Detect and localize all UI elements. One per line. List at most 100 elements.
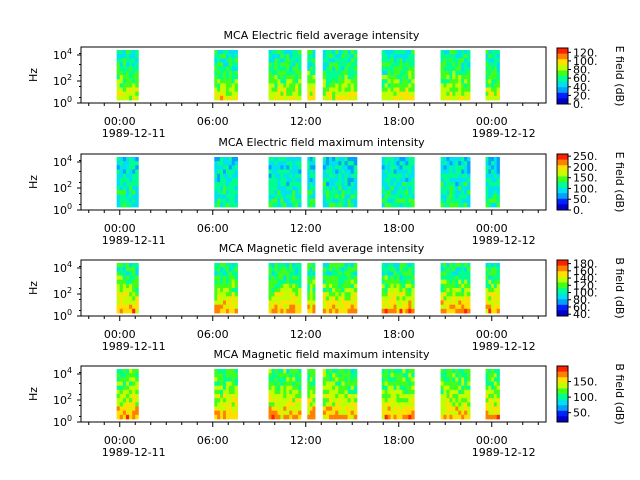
spectrogram-cell — [309, 190, 313, 195]
spectrogram-cell — [280, 87, 284, 93]
spectrogram-cell — [496, 173, 500, 179]
spectrogram-cell — [268, 87, 272, 93]
spectrogram-cell — [231, 300, 236, 306]
spectrogram-cell — [292, 296, 296, 301]
spectrogram-cell — [274, 95, 278, 101]
spectrogram-cell — [225, 62, 230, 68]
spectrogram-cell — [458, 194, 462, 200]
spectrogram-cell — [396, 275, 400, 281]
spectrogram-cell — [116, 414, 121, 420]
spectrogram-cell — [135, 54, 139, 59]
spectrogram-cell — [119, 263, 124, 268]
spectrogram-cell — [325, 304, 330, 310]
spectrogram-cell — [217, 87, 221, 93]
spectrogram-cell — [405, 402, 409, 407]
spectrogram-cell — [335, 398, 339, 403]
spectrogram-cell — [350, 296, 355, 301]
spectrogram-cell — [286, 54, 290, 59]
spectrogram-cell — [231, 186, 236, 191]
spectrogram-cell — [396, 271, 400, 276]
y-tick-base: 10 — [53, 416, 67, 429]
colorbar-tick-label: 80. — [573, 294, 591, 307]
spectrogram-cell — [446, 275, 450, 281]
spectrogram-cell — [464, 377, 468, 382]
spectrogram-cell — [411, 283, 415, 289]
spectrogram-cell — [307, 194, 311, 200]
spectrogram-cell — [231, 83, 236, 88]
colorbar-segment — [557, 87, 568, 89]
spectrogram-cell — [335, 87, 339, 93]
colorbar-segment — [557, 57, 568, 60]
spectrogram-cell — [446, 54, 450, 59]
spectrogram-cell — [464, 91, 468, 97]
spectrogram-cell — [405, 58, 409, 63]
spectrogram-cell — [295, 62, 299, 68]
spectrogram-cell — [292, 173, 296, 179]
spectrogram-cell — [286, 288, 290, 293]
spectrogram-cell — [119, 394, 124, 399]
spectrogram-cell — [452, 173, 456, 179]
spectrogram-cell — [461, 394, 465, 399]
spectrogram-cell — [234, 377, 238, 382]
spectrogram-cell — [312, 263, 316, 268]
spectrogram-cell — [332, 62, 336, 68]
spectrogram-cell — [467, 194, 471, 200]
colorbar-segment — [557, 189, 568, 191]
spectrogram-cell — [488, 202, 492, 208]
colorbar-segment — [557, 159, 568, 162]
spectrogram-cell — [274, 54, 278, 59]
spectrogram-cell — [458, 157, 462, 162]
spectrogram-cell — [309, 283, 313, 289]
spectrogram-cell — [135, 182, 139, 187]
data-block — [116, 50, 139, 101]
spectrogram-cell — [119, 300, 124, 306]
spectrogram-cell — [485, 410, 489, 416]
spectrogram-cell — [347, 190, 352, 195]
spectrogram-cell — [405, 377, 409, 382]
spectrogram-cell — [283, 173, 287, 179]
spectrogram-cell — [223, 194, 227, 200]
spectrogram-cell — [217, 406, 221, 412]
spectrogram-cell — [408, 389, 412, 395]
y-tick-base: 10 — [53, 182, 67, 195]
spectrogram-cell — [132, 75, 136, 80]
spectrogram-cell — [277, 202, 281, 208]
spectrogram-cell — [455, 308, 459, 314]
spectrogram-cell — [461, 198, 465, 204]
spectrogram-cell — [455, 169, 459, 175]
spectrogram-cell — [440, 50, 444, 55]
spectrogram-cell — [223, 385, 227, 391]
spectrogram-cell — [461, 300, 465, 306]
spectrogram-cell — [455, 58, 459, 63]
spectrogram-cell — [353, 83, 358, 88]
spectrogram-cell — [231, 381, 236, 387]
spectrogram-cell — [228, 369, 233, 374]
spectrogram-cell — [271, 54, 275, 59]
colorbar-segment — [557, 190, 568, 193]
spectrogram-cell — [116, 402, 121, 407]
spectrogram-cell — [122, 50, 127, 55]
spectrogram-cell — [132, 79, 136, 84]
spectrogram-cell — [116, 157, 121, 162]
spectrogram-cell — [335, 157, 339, 162]
spectrogram-cell — [329, 304, 333, 310]
spectrogram-cell — [446, 194, 450, 200]
spectrogram-cell — [384, 271, 389, 276]
spectrogram-cell — [408, 263, 412, 268]
spectrogram-cell — [329, 279, 333, 285]
spectrogram-cell — [496, 70, 500, 76]
spectrogram-cell — [220, 279, 224, 285]
spectrogram-cell — [452, 70, 456, 76]
spectrogram-cell — [280, 198, 284, 204]
spectrogram-cell — [125, 182, 130, 187]
spectrogram-cell — [132, 288, 136, 293]
spectrogram-cell — [129, 62, 133, 68]
spectrogram-cell — [467, 292, 471, 297]
spectrogram-cell — [405, 182, 409, 187]
spectrogram-cell — [493, 288, 498, 293]
spectrogram-cell — [132, 402, 136, 407]
spectrogram-cell — [119, 377, 124, 382]
spectrogram-cell — [220, 83, 224, 88]
spectrogram-cell — [485, 202, 489, 208]
spectrogram-cell — [274, 198, 278, 204]
